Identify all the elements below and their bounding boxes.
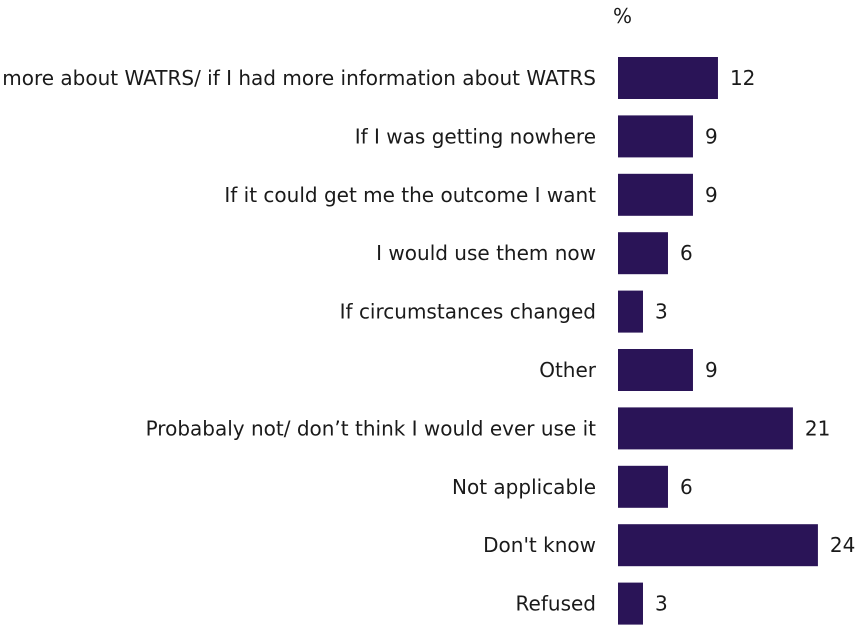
value-label: 6	[680, 475, 693, 499]
value-label: 9	[705, 358, 718, 382]
category-label: Probabaly not/ don’t think I would ever …	[146, 416, 597, 440]
value-label: 9	[705, 183, 718, 207]
category-label: If it could get me the outcome I want	[224, 183, 596, 207]
value-label: 21	[805, 416, 830, 440]
category-label: I would use them now	[376, 241, 596, 265]
value-label: 9	[705, 124, 718, 148]
bars-group: If I knew more about WATRS/ if I had mor…	[0, 57, 855, 625]
bar	[618, 57, 718, 99]
bar	[618, 465, 668, 508]
value-label: 6	[680, 241, 693, 265]
category-label: If I knew more about WATRS/ if I had mor…	[0, 66, 596, 90]
bar	[618, 115, 693, 158]
bar	[618, 407, 793, 450]
bar	[618, 582, 643, 625]
category-label: Not applicable	[452, 475, 596, 499]
bar	[618, 173, 693, 216]
category-label: Other	[539, 358, 597, 382]
category-label: Refused	[516, 592, 596, 616]
unit-label: %	[613, 4, 632, 28]
value-label: 3	[655, 300, 668, 324]
category-label: If circumstances changed	[340, 300, 596, 324]
value-label: 3	[655, 592, 668, 616]
bar	[618, 349, 693, 391]
bar	[618, 524, 818, 567]
value-label: 24	[830, 533, 855, 557]
category-label: If I was getting nowhere	[355, 124, 596, 148]
bar	[618, 232, 668, 275]
category-label: Don't know	[483, 533, 596, 557]
value-label: 12	[730, 66, 755, 90]
bar	[618, 290, 643, 333]
